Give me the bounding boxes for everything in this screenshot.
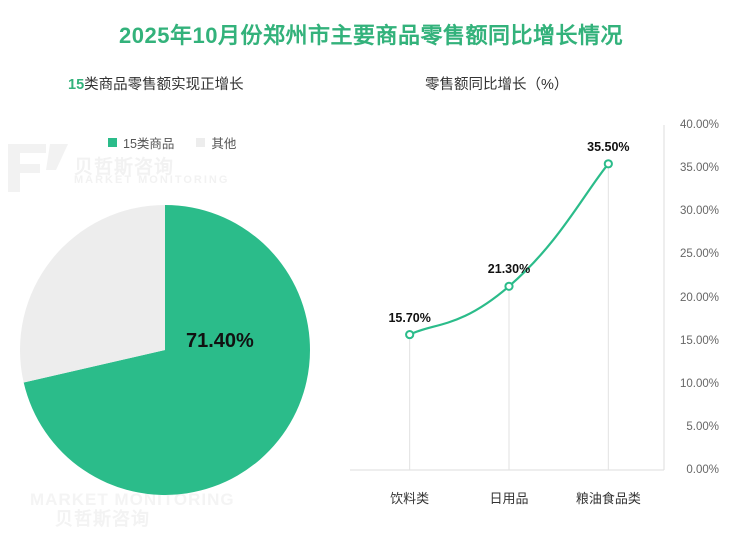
x-axis-tick-label: 日用品 bbox=[489, 491, 529, 506]
y-axis-tick-label: 40.00% bbox=[679, 119, 719, 131]
pie-subtitle-highlight: 15 bbox=[68, 77, 85, 93]
watermark-text-footer: 贝哲斯咨询 bbox=[55, 509, 150, 529]
line-chart: 0.00% 5.00% 10.00% 15.00% 20.00% 25.00% 30.00%… bbox=[318, 100, 728, 530]
y-axis-tick-label: 5.00% bbox=[686, 420, 719, 433]
x-axis-tick-label: 饮料类 bbox=[390, 491, 430, 506]
y-axis-tick-label: 10.00% bbox=[679, 377, 719, 390]
watermark-logo-icon bbox=[8, 144, 68, 192]
y-axis-tick-label: 20.00% bbox=[679, 291, 719, 304]
y-axis-tick-label: 0.00% bbox=[686, 464, 719, 476]
pie-value-label: 71.40% bbox=[186, 330, 254, 352]
y-axis-tick-label: 15.00% bbox=[679, 334, 719, 347]
data-point-marker[interactable] bbox=[504, 281, 514, 291]
y-axis-tick-label: 30.00% bbox=[679, 205, 719, 218]
pie-legend: 15类商品 其他 bbox=[108, 133, 236, 152]
page-title: 2025年10月份郑州市主要商品零售额同比增长情况 bbox=[119, 23, 623, 48]
pie-slice[interactable] bbox=[23, 205, 310, 495]
pie-chart-subtitle: 15类商品零售额实现正增长 bbox=[68, 73, 244, 94]
y-axis-tick-label: 35.00% bbox=[679, 162, 719, 175]
pie-subtitle-rest: 类商品零售额实现正增长 bbox=[84, 77, 244, 93]
legend-item-other[interactable]: 其他 bbox=[196, 133, 236, 152]
data-point-value-label: 15.70% bbox=[388, 310, 431, 325]
data-point-marker[interactable] bbox=[405, 329, 415, 340]
legend-item-main[interactable]: 15类商品 bbox=[108, 133, 174, 152]
data-point-marker[interactable] bbox=[603, 159, 613, 169]
data-point-value-label: 21.30% bbox=[487, 262, 531, 277]
legend-swatch-other bbox=[196, 138, 206, 147]
watermark-text-secondary: MARKET MONITORING bbox=[74, 174, 230, 186]
legend-swatch-main bbox=[108, 138, 117, 147]
data-point-value-label: 35.50% bbox=[587, 139, 630, 154]
x-axis-tick-label: 粮油食品类 bbox=[575, 491, 641, 506]
y-axis-tick-label: 25.00% bbox=[679, 248, 719, 261]
legend-label-main: 15类商品 bbox=[123, 137, 175, 151]
line-chart-subtitle: 零售额同比增长（%） bbox=[425, 77, 569, 93]
legend-label-other: 其他 bbox=[211, 137, 237, 151]
pie-chart bbox=[19, 205, 310, 495]
pie-slice[interactable] bbox=[19, 205, 165, 383]
watermark-text-primary: 贝哲斯咨询 bbox=[74, 157, 175, 178]
